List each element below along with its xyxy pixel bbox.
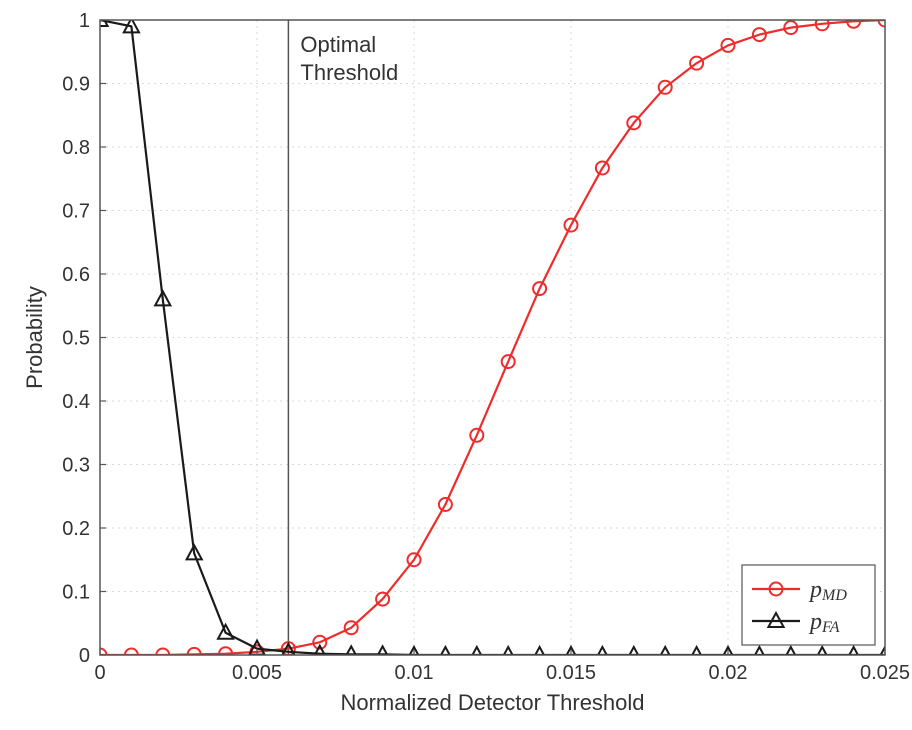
y-axis-label: Probability bbox=[22, 286, 47, 389]
y-tick-label: 0.5 bbox=[62, 328, 90, 350]
x-tick-label: 0.005 bbox=[232, 662, 282, 684]
probability-chart: 0 0.005 0.01 0.015 0.02 0.025 0 0.1 0.2 0.3 0.4 0.5… bbox=[0, 0, 912, 730]
x-tick-label: 0.02 bbox=[709, 662, 748, 684]
x-tick-label: 0.01 bbox=[395, 662, 434, 684]
y-tick-label: 0.7 bbox=[62, 201, 90, 223]
y-tick-label: 0.3 bbox=[62, 455, 90, 477]
y-tick-label: 0.6 bbox=[62, 264, 90, 286]
x-tick-label: 0.015 bbox=[546, 662, 596, 684]
y-tick-label: 0.2 bbox=[62, 518, 90, 540]
y-tick-label: 0.1 bbox=[62, 582, 90, 604]
legend: pMDpFA bbox=[742, 565, 875, 645]
y-tick-label: 1 bbox=[79, 10, 90, 32]
x-axis-label: Normalized Detector Threshold bbox=[340, 690, 644, 715]
y-tick-label: 0.9 bbox=[62, 74, 90, 96]
x-tick-label: 0 bbox=[94, 662, 105, 684]
chart-container: 0 0.005 0.01 0.015 0.02 0.025 0 0.1 0.2 0.3 0.4 0.5… bbox=[0, 0, 912, 730]
x-tick-label: 0.025 bbox=[860, 662, 910, 684]
annotation-line2: Threshold bbox=[300, 60, 398, 85]
y-tick-label: 0.8 bbox=[62, 137, 90, 159]
y-tick-label: 0 bbox=[79, 645, 90, 667]
y-tick-label: 0.4 bbox=[62, 391, 90, 413]
annotation-line1: Optimal bbox=[300, 32, 376, 57]
